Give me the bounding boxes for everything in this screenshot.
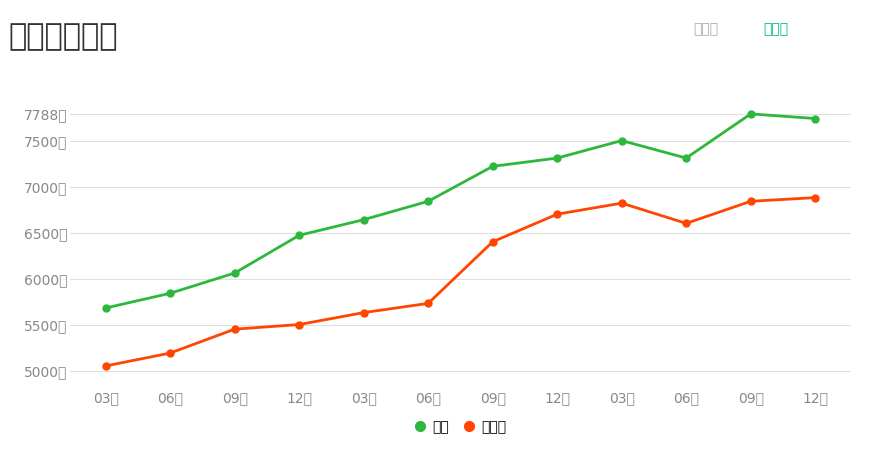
Legend: 新房, 二手房: 新房, 二手房: [409, 415, 512, 440]
Text: 近一年: 近一年: [693, 22, 718, 36]
Text: 近三年: 近三年: [763, 22, 788, 36]
Text: 银川房价走势: 银川房价走势: [9, 22, 118, 51]
